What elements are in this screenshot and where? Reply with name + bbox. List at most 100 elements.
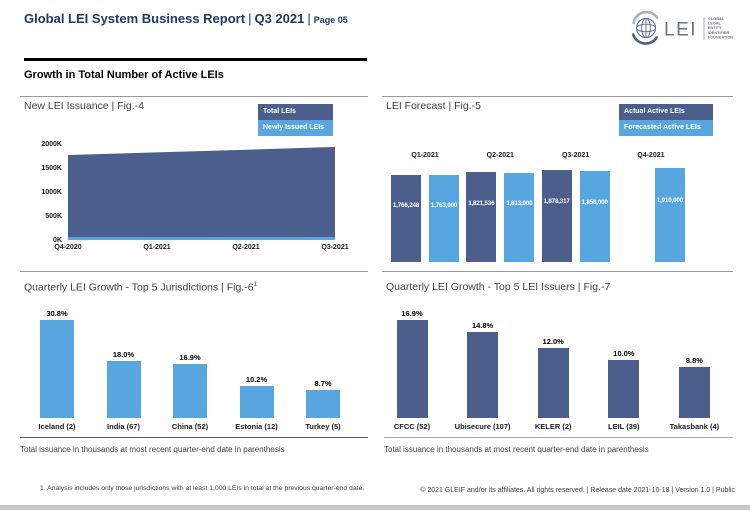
bar-value-label: 14.8% xyxy=(471,321,494,331)
category-label: Takasbank (4) xyxy=(669,422,720,431)
legend-item-total-leis: Total LEIs xyxy=(258,104,333,120)
footer-copyright: © 2021 GLEIF and/or its affiliates. All … xyxy=(420,487,735,494)
fig4-title: New LEI Issuance | Fig.-4 xyxy=(24,100,145,112)
bar-value-label: 30.8% xyxy=(46,309,68,318)
fig7-title: Quarterly LEI Growth - Top 5 LEI Issuers… xyxy=(386,281,611,293)
bar-value-label: 12.0% xyxy=(542,337,564,347)
bar-value-label: 8.7% xyxy=(314,379,332,389)
category-label: Iceland (2) xyxy=(38,422,76,431)
fig5-title: LEI Forecast | Fig.-5 xyxy=(386,100,481,112)
bar xyxy=(306,390,340,418)
bar-value-label: 1,910,000 xyxy=(656,197,683,205)
fig7-bar-chart: 16.9% CFCC (52) 14.8% Ubisecure (107) 12.0% K… xyxy=(382,300,733,435)
title-separator: | xyxy=(248,11,252,26)
panel-border-bottom-left xyxy=(20,437,368,438)
report-period: Q3 2021 xyxy=(254,11,305,26)
legend-item-actual-active-leis: Actual Active LEIs xyxy=(619,104,713,120)
forecast-bar: 1,910,000 xyxy=(654,168,685,262)
fig6-footnote-marker: 1 xyxy=(253,281,258,288)
org-line: IDENTIFIER xyxy=(708,31,729,35)
y-tick-label: 1000K xyxy=(41,188,62,196)
bar-value-label: 10.2% xyxy=(245,374,268,384)
panel-border-mid-right xyxy=(382,271,733,272)
globe-icon xyxy=(631,10,659,45)
org-line: FOUNDATION xyxy=(708,35,733,39)
panel-border-top-left xyxy=(20,96,368,97)
actual-bar: 1,821,536 xyxy=(466,172,497,262)
category-label: Estonia (12) xyxy=(235,422,278,431)
fig4-x-axis: Q4-2020 Q1-2021 Q2-2021 Q3-2021 xyxy=(54,244,348,254)
lei-wordmark: LEI xyxy=(664,20,697,41)
title-rule xyxy=(24,58,367,61)
category-label: Q3-2021 xyxy=(561,152,590,159)
bar-value-label: 1,858,000 xyxy=(581,198,608,206)
fig5-bar-chart: Q1-2021 1,766,248 1,763,000 Q2-2021 1,821,53… xyxy=(382,150,733,262)
org-line: ENTITY xyxy=(708,26,722,30)
bar xyxy=(106,360,141,418)
report-title: Global LEI System Business Report xyxy=(24,11,246,26)
y-tick-label: 0K xyxy=(53,236,62,244)
fig4-legend: Total LEIs Newly Issued LEIs xyxy=(258,104,333,136)
page-title: Global LEI System Business Report | Q3 202… xyxy=(24,11,348,26)
fig6-title-text: Quarterly LEI Growth - Top 5 Jurisdictio… xyxy=(24,281,254,294)
bar xyxy=(239,385,274,418)
bar-value-label: 16.9% xyxy=(179,353,201,363)
org-line: GLOBAL xyxy=(708,17,725,21)
page-edge xyxy=(0,505,750,510)
section-heading: Growth in Total Number of Active LEIs xyxy=(24,69,224,81)
y-tick-label: 1500K xyxy=(41,164,62,172)
legend-item-newly-issued-leis: Newly Issued LEIs xyxy=(258,120,333,136)
bar-value-label: 16.9% xyxy=(401,309,423,318)
org-name: GLOBAL LEGAL ENTITY IDENTIFIER FOUNDATIO… xyxy=(708,17,733,39)
legend-item-forecasted-active-leis: Forecasted Active LEIs xyxy=(619,120,713,136)
fig5-legend: Actual Active LEIs Forecasted Active LEI… xyxy=(619,104,713,136)
bar xyxy=(608,360,640,418)
panel-border-top-right xyxy=(382,96,733,97)
panel-border-mid-left xyxy=(20,271,368,272)
bar xyxy=(678,366,710,418)
bar-value-label: 8.8% xyxy=(685,355,703,365)
bar-value-label: 1,813,000 xyxy=(506,200,533,208)
bar-value-label: 1,821,536 xyxy=(468,200,495,208)
gleif-logo-graphic: LEI GLOBAL LEGAL ENTITY IDENTIFIER FOUND… xyxy=(631,10,733,45)
fig7-caption: Total issuance in thousands at most rece… xyxy=(384,445,649,454)
gleif-logo: LEI GLOBAL LEGAL ENTITY IDENTIFIER FOUND… xyxy=(628,8,736,50)
category-label: Turkey (5) xyxy=(305,422,341,431)
footnote: 1. Analysis includes only those jurisdic… xyxy=(40,485,365,492)
bar xyxy=(467,332,499,418)
x-tick-label: Q4-2020 xyxy=(54,244,82,251)
title-separator: | xyxy=(307,11,311,26)
bar-value-label: 10.0% xyxy=(613,349,635,358)
bar xyxy=(396,320,428,418)
bar xyxy=(537,348,569,418)
forecast-bar: 1,858,000 xyxy=(579,170,610,262)
actual-bar: 1,878,317 xyxy=(541,169,572,262)
actual-bar: 1,766,248 xyxy=(391,175,421,262)
x-tick-label: Q2-2021 xyxy=(232,244,260,251)
category-label: Q2-2021 xyxy=(486,152,514,159)
category-label: China (52) xyxy=(171,422,209,431)
y-tick-label: 2000K xyxy=(41,140,62,148)
bar-value-label: 18.0% xyxy=(112,349,135,359)
bar-value-label: 1,763,000 xyxy=(430,202,458,210)
fig6-title: Quarterly LEI Growth - Top 5 Jurisdictio… xyxy=(24,281,257,294)
y-tick-label: 500K xyxy=(45,212,62,220)
category-label: LEIL (39) xyxy=(608,422,640,431)
newly-issued-area xyxy=(68,237,335,240)
category-label: Q1-2021 xyxy=(411,152,439,159)
org-line: LEGAL xyxy=(708,22,722,26)
panel-border-bottom-right xyxy=(384,437,733,438)
category-label: India (67) xyxy=(107,422,140,431)
fig4-y-axis: 0K 500K 1000K 1500K 2000K xyxy=(26,141,62,244)
forecast-bar: 1,763,000 xyxy=(429,175,459,262)
forecast-bar: 1,813,000 xyxy=(504,172,535,262)
fig6-bar-chart: 30.8% Iceland (2) 18.0% India (67) 16.9% Chin… xyxy=(20,300,368,435)
x-tick-label: Q3-2021 xyxy=(321,244,349,251)
x-tick-label: Q1-2021 xyxy=(143,244,171,251)
bar xyxy=(40,320,74,418)
bar xyxy=(173,364,207,418)
bar-value-label: 1,878,317 xyxy=(543,198,570,206)
fig4-area-chart xyxy=(68,146,335,240)
category-label: CFCC (52) xyxy=(393,422,431,431)
fig6-caption: Total issuance in thousands at most rece… xyxy=(20,445,285,454)
